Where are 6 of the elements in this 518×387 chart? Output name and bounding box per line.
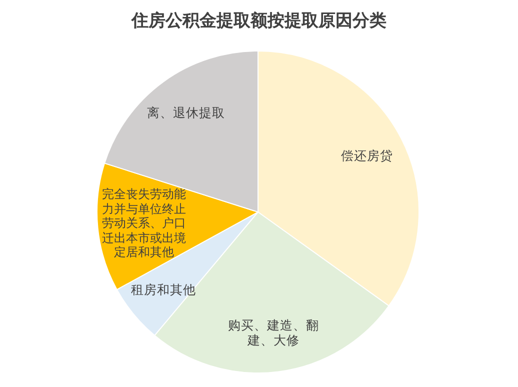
slice-label: 购买、建造、翻建、大修 — [226, 318, 320, 348]
slice-label: 租房和其他 — [130, 281, 197, 297]
slice-label: 偿还房贷 — [340, 148, 394, 164]
slice-label: 离、退休提取 — [146, 104, 226, 120]
chart-title: 住房公积金提取额按提取原因分类 — [130, 10, 388, 32]
slice-label: 完全丧失劳动能力并与单位终止劳动关系、户口迁出本市或出境定居和其他 — [101, 186, 188, 260]
